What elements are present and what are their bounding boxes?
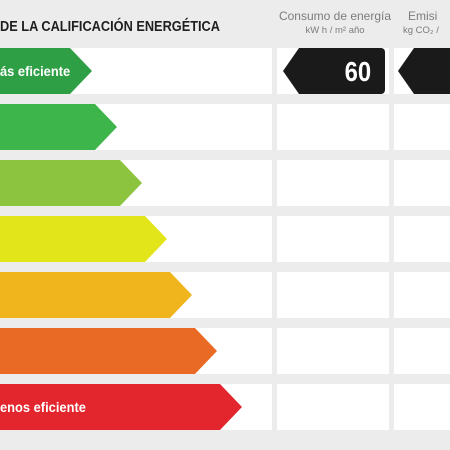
energy-rating-value: 60 [344, 56, 371, 87]
column-divider [389, 216, 394, 262]
rating-arrow-d [0, 216, 167, 262]
column-divider [272, 104, 277, 150]
energy-consumption-header: Consumo de energía kW h / m² año [277, 8, 393, 38]
rating-arrow-b [0, 104, 117, 150]
rating-arrow-c [0, 160, 142, 206]
rating-row [0, 216, 450, 262]
rating-row [0, 328, 450, 374]
column-divider [272, 160, 277, 206]
rating-arrow-g: enos eficiente [0, 384, 242, 430]
emissions-header: Emisi kg CO₂ / [403, 8, 450, 38]
column-divider [272, 272, 277, 318]
rating-row [0, 160, 450, 206]
column-divider [389, 48, 394, 94]
rating-arrow-label: enos eficiente [0, 399, 86, 415]
column-divider [272, 48, 277, 94]
column-divider [389, 104, 394, 150]
rating-row [0, 104, 450, 150]
column-divider [272, 384, 277, 430]
rating-arrow-label: ás eficiente [0, 63, 71, 79]
energy-consumption-unit: kW h / m² año [305, 25, 365, 36]
energy-consumption-title: Consumo de energía [278, 9, 392, 23]
emissions-unit: kg CO₂ / [403, 25, 439, 36]
rating-row: ás eficiente 60 [0, 48, 450, 94]
label-title: DE LA CALIFICACIÓN ENERGÉTICA [0, 19, 220, 35]
column-divider [389, 384, 394, 430]
column-divider [272, 328, 277, 374]
emissions-title: Emisi [408, 9, 438, 23]
column-divider [389, 160, 394, 206]
rating-row [0, 272, 450, 318]
rating-arrow-e [0, 272, 192, 318]
column-divider [272, 216, 277, 262]
rating-row: enos eficiente [0, 384, 450, 430]
rating-arrow-f [0, 328, 217, 374]
rating-arrow-a: ás eficiente [0, 48, 92, 94]
column-divider [389, 328, 394, 374]
energy-rating-marker: 60 [283, 48, 385, 94]
column-divider [389, 272, 394, 318]
emissions-rating-marker [398, 48, 450, 94]
